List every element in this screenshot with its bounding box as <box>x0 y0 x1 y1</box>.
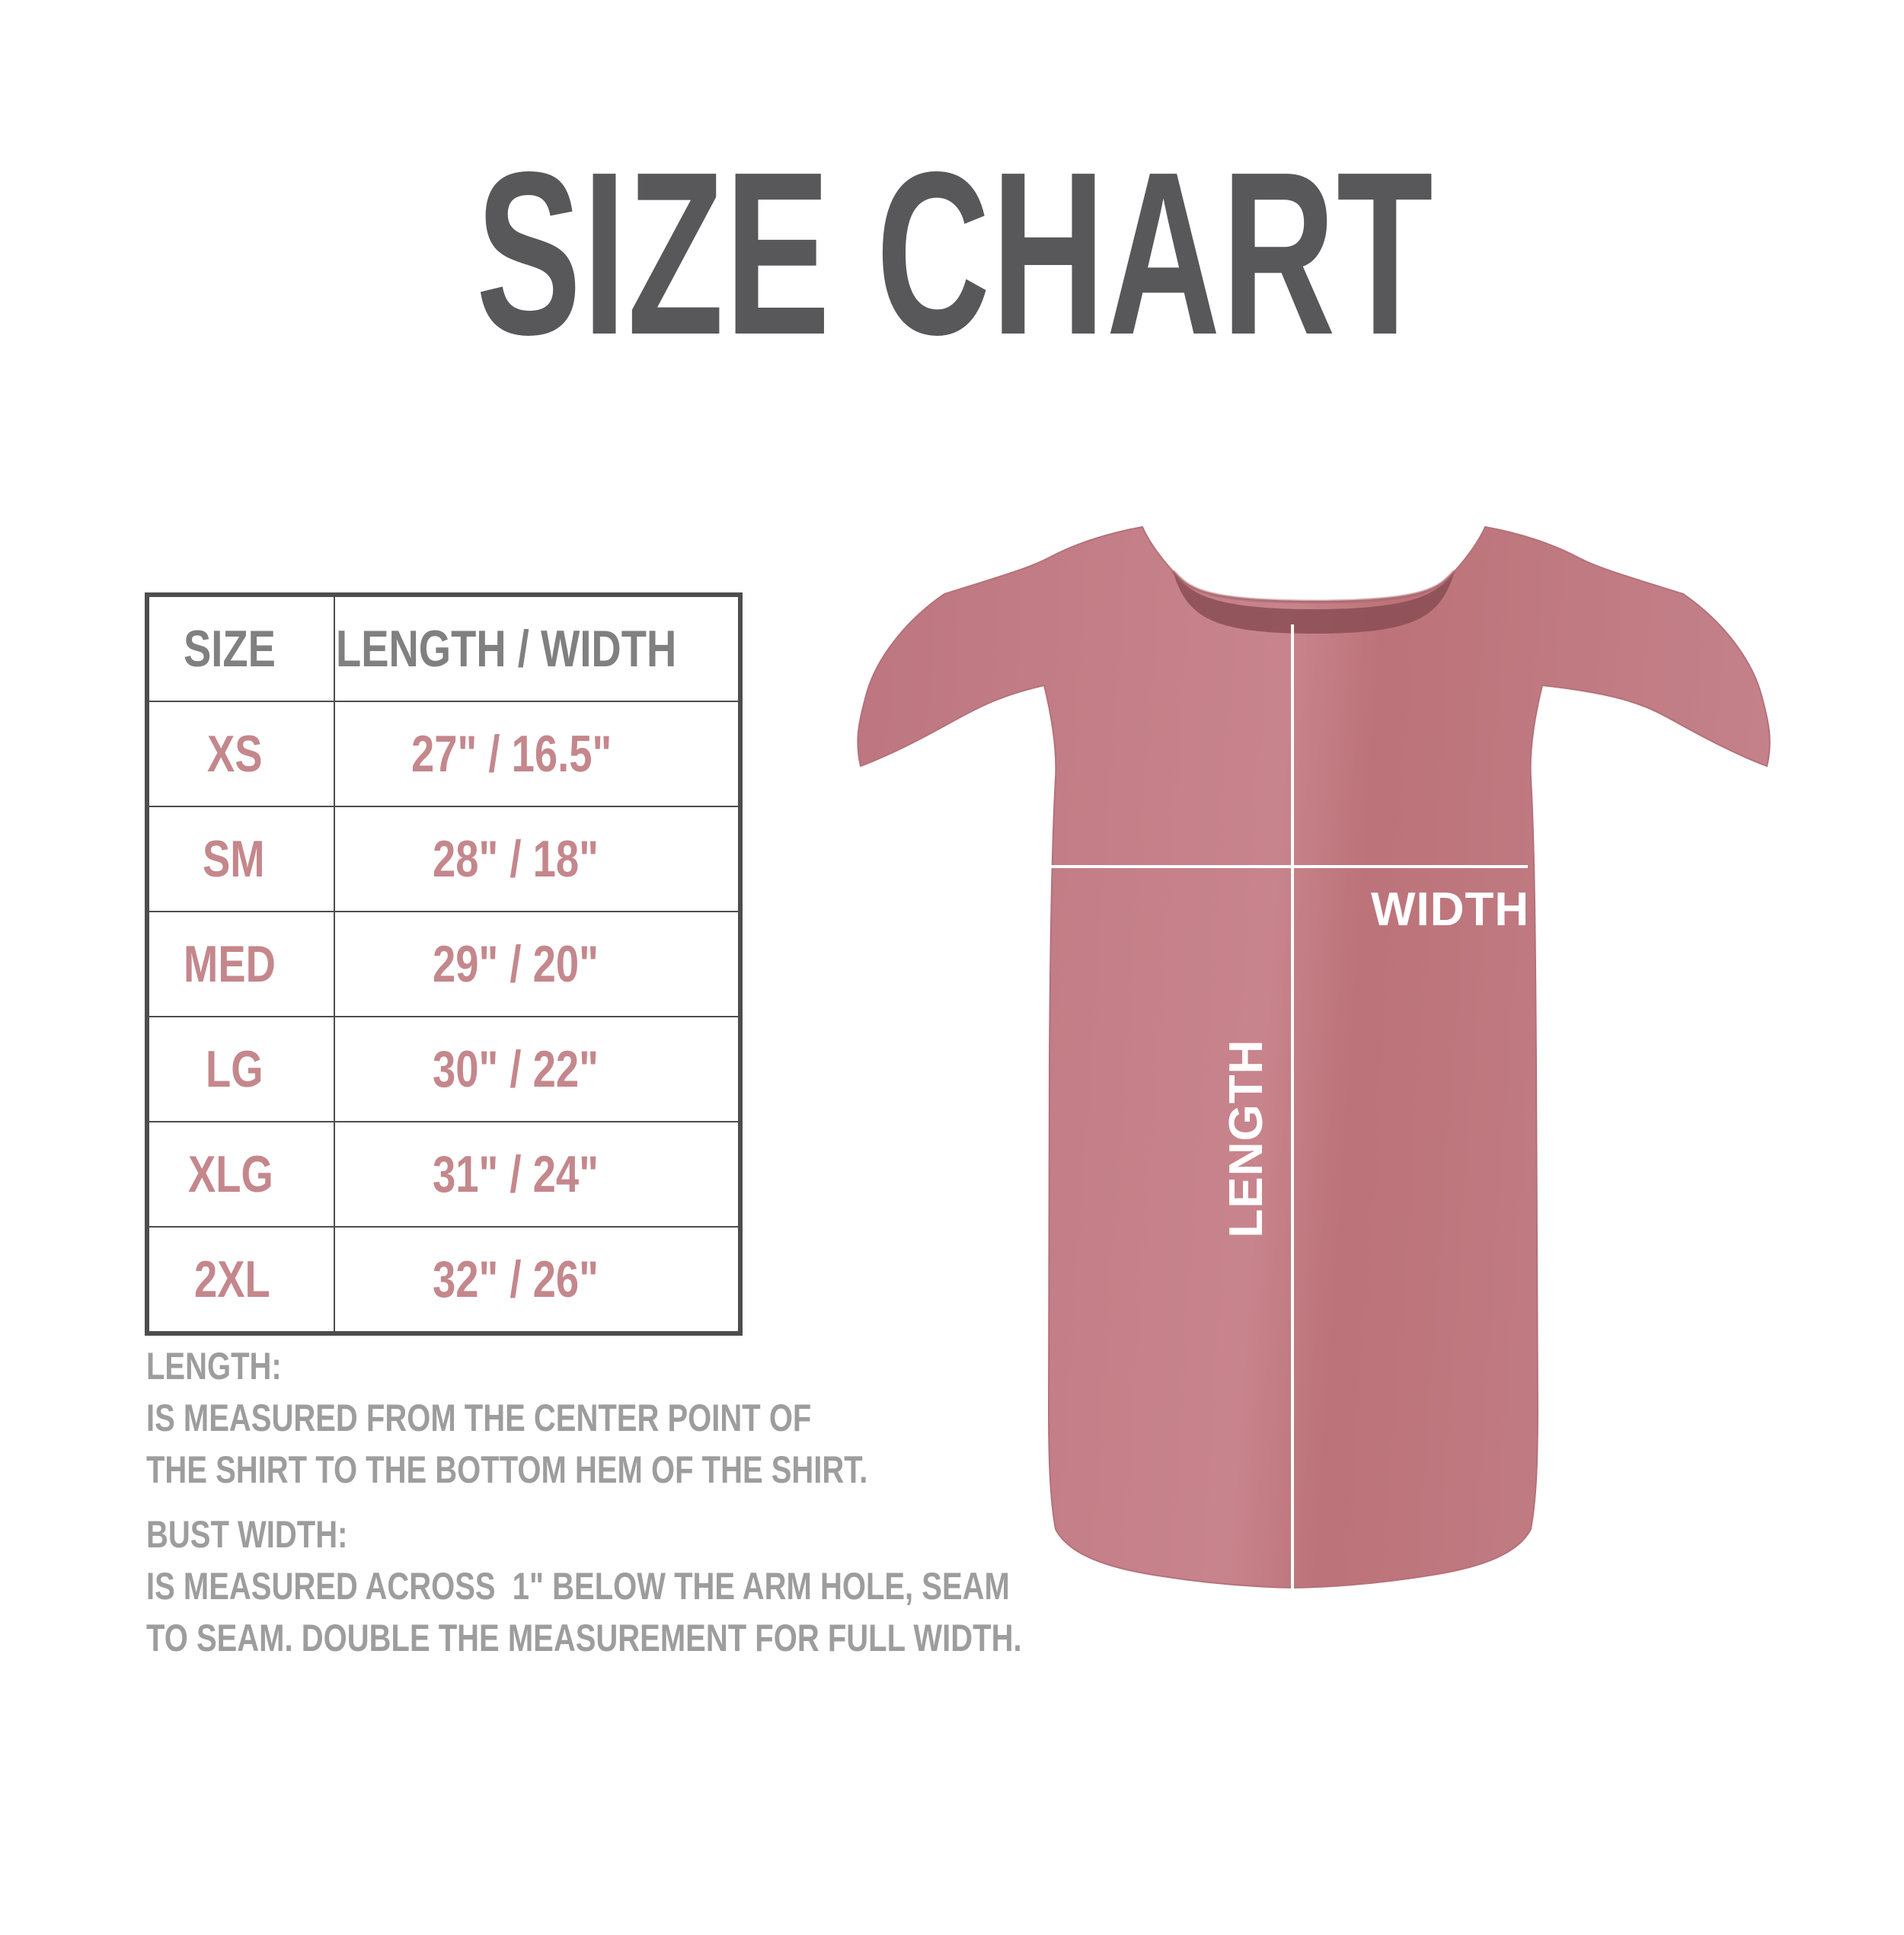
svg-text:LENGTH: LENGTH <box>1220 1039 1273 1238</box>
svg-text:WIDTH: WIDTH <box>1371 883 1529 936</box>
